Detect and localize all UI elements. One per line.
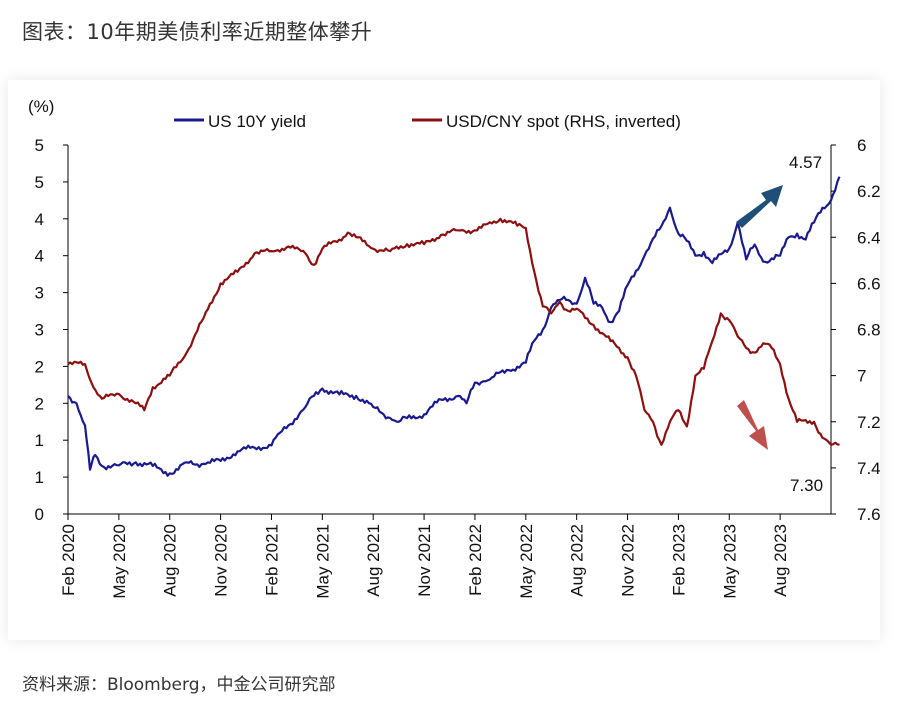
x-tick-label: Feb 2021 (262, 524, 281, 596)
x-tick-label: May 2023 (720, 524, 739, 599)
right-tick-label: 6.6 (857, 274, 880, 293)
left-tick-label: 3 (35, 321, 44, 340)
right-tick-label: 7.6 (857, 505, 880, 524)
chart-annotations: 4.57 7.30 (736, 153, 823, 495)
x-tick-label: Aug 2021 (364, 524, 383, 597)
arrow-down-icon (737, 400, 768, 450)
source-note: 资料来源：Bloomberg，中金公司研究部 (22, 675, 336, 695)
x-tick-label: Feb 2022 (466, 524, 485, 596)
left-tick-label: 0 (35, 505, 44, 524)
x-tick-label: Aug 2020 (161, 524, 180, 597)
chart-axes: 0 1 1 2 2 3 3 4 4 5 5 (%) 6 6.2 6.4 6.6 6.8 7 7.2 7.4 7.6 Feb… (28, 97, 880, 599)
x-tick-label: May 2021 (313, 524, 332, 599)
x-tick-label: May 2020 (110, 524, 129, 599)
right-tick-label: 6.8 (857, 321, 880, 340)
legend-usdcny-label: USD/CNY spot (RHS, inverted) (446, 112, 681, 131)
left-tick-label: 5 (35, 173, 44, 192)
right-tick-label: 6.2 (857, 182, 880, 201)
left-tick-label: 4 (35, 210, 44, 229)
chart-legend: US 10Y yield USD/CNY spot (RHS, inverted) (174, 112, 681, 131)
left-tick-label: 2 (35, 394, 44, 413)
x-tick-label: Aug 2022 (568, 524, 587, 597)
right-tick-label: 7 (857, 367, 866, 386)
chart-series (67, 176, 841, 477)
left-tick-label: 1 (35, 431, 44, 450)
right-tick-label: 6 (857, 136, 866, 155)
chart-card: 0 1 1 2 2 3 3 4 4 5 5 (%) 6 6.2 6.4 6.6 6.8 7 7.2 7.4 7.6 Feb… (8, 80, 880, 640)
left-tick-label: 1 (35, 468, 44, 487)
left-tick-label: 2 (35, 357, 44, 376)
right-tick-label: 6.4 (857, 228, 880, 247)
figure-title: 图表：10年期美债利率近期整体攀升 (22, 20, 373, 44)
x-tick-label: Nov 2021 (415, 524, 434, 597)
legend-us10y-label: US 10Y yield (208, 112, 306, 131)
x-tick-label: Nov 2020 (212, 524, 231, 597)
chart-svg: 0 1 1 2 2 3 3 4 4 5 5 (%) 6 6.2 6.4 6.6 6.8 7 7.2 7.4 7.6 Feb… (28, 97, 880, 599)
left-tick-label: 3 (35, 284, 44, 303)
x-tick-label: Feb 2023 (669, 524, 688, 596)
right-tick-label: 7.2 (857, 413, 880, 432)
left-tick-label: 5 (35, 136, 44, 155)
arrow-up-icon (736, 185, 783, 228)
left-tick-label: 4 (35, 247, 44, 266)
series-us10y-line (67, 176, 841, 477)
x-tick-label: May 2022 (517, 524, 536, 599)
series-usdcny-line (67, 217, 840, 446)
right-tick-label: 7.4 (857, 459, 880, 478)
annotation-usdcny-value: 7.30 (790, 476, 823, 495)
x-tick-label: Feb 2020 (59, 524, 78, 596)
x-tick-label: Aug 2023 (771, 524, 790, 597)
x-tick-label: Nov 2022 (619, 524, 638, 597)
left-axis-unit: (%) (28, 97, 54, 116)
annotation-us10y-value: 4.57 (789, 153, 822, 172)
